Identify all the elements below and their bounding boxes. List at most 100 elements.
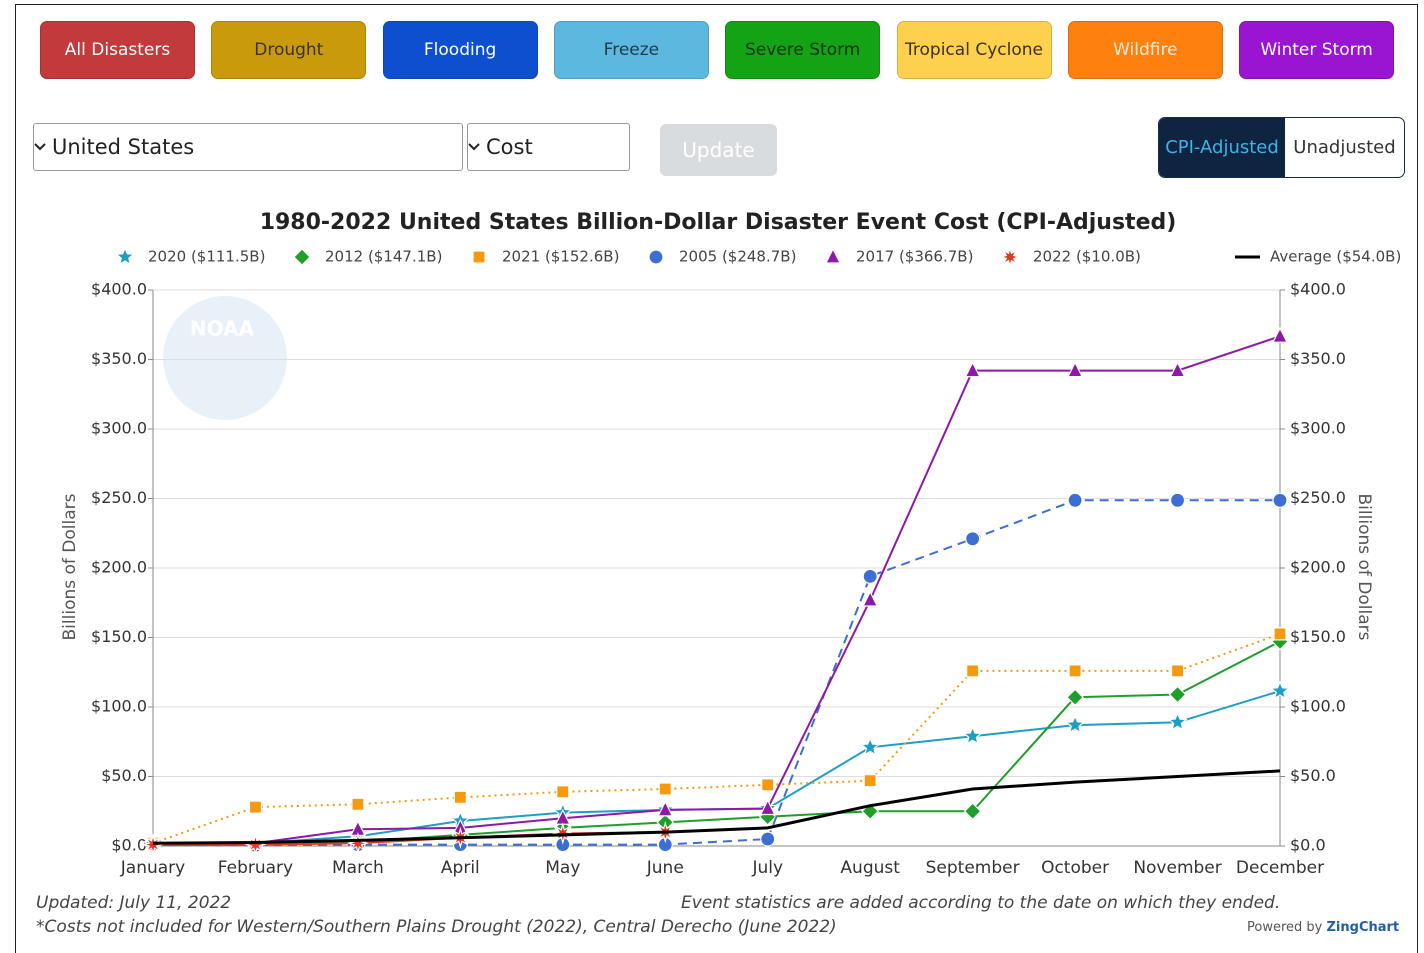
y-tick-label: $350.0: [91, 349, 147, 368]
marker-triangle: [862, 590, 879, 607]
series-line: [153, 499, 1280, 847]
marker-square: [1170, 664, 1185, 678]
y2-tick-label: $100.0: [1290, 697, 1346, 716]
marker-triangle: [1067, 361, 1084, 378]
logo: [163, 296, 287, 420]
series-line: [152, 632, 1281, 845]
x-tick-label: April: [441, 858, 480, 878]
legend-label: 2020 ($111.5B): [148, 248, 265, 266]
legend-label: 2012 ($147.1B): [325, 248, 442, 266]
marker-diamond: [963, 802, 982, 821]
x-tick-label: July: [751, 858, 783, 878]
cost-note: *Costs not included for Western/Southern…: [36, 917, 837, 937]
y-tick-label: $50.0: [101, 766, 147, 785]
marker-square: [658, 782, 672, 796]
location-select[interactable]: United States: [33, 123, 463, 171]
series-line: [152, 769, 1281, 845]
x-tick-label: March: [332, 858, 384, 878]
y2-tick-label: $0.0: [1290, 836, 1326, 855]
marker-circle: [1067, 492, 1083, 508]
x-tick-label: May: [545, 858, 580, 878]
y2-tick-label: $200.0: [1290, 558, 1346, 577]
filter-button[interactable]: All Disasters: [40, 21, 195, 79]
toggle-option[interactable]: CPI-Adjusted: [1159, 118, 1285, 177]
filter-button[interactable]: Tropical Cyclone: [896, 21, 1052, 79]
marker-circle: [648, 249, 664, 265]
y2-tick-label: $400.0: [1290, 280, 1346, 299]
x-tick-label: June: [646, 858, 684, 878]
adjust-toggle: CPI-Adjusted Unadjusted: [1158, 117, 1405, 178]
legend-label: 2017 ($366.7B): [856, 248, 973, 266]
filter-button[interactable]: Severe Storm: [725, 21, 881, 79]
chevron: [468, 143, 480, 151]
update-button[interactable]: Update: [660, 124, 777, 176]
marker-star: [1269, 680, 1291, 700]
marker-square: [1068, 664, 1082, 678]
legend-label: Average ($54.0B): [1270, 248, 1401, 266]
y-tick-label: $300.0: [91, 419, 147, 438]
marker-star: [860, 736, 881, 756]
brand: ZingChart: [1326, 920, 1400, 935]
y-axis-label: Billions of Dollars: [60, 493, 80, 640]
x-tick-label: September: [926, 858, 1020, 878]
marker-square: [556, 785, 570, 799]
x-tick-label: October: [1041, 858, 1109, 878]
marker-star: [1167, 711, 1188, 731]
statistics-note: Event statistics are added according to …: [681, 893, 1281, 913]
marker-triangle: [964, 361, 981, 378]
y2-tick-label: $50.0: [1290, 766, 1336, 785]
filter-button[interactable]: Wildfire: [1067, 21, 1223, 79]
chevron: [34, 143, 46, 151]
y2-tick-label: $350.0: [1290, 349, 1346, 368]
filter-button[interactable]: Freeze: [553, 21, 709, 79]
marker-circle: [760, 831, 776, 847]
x-tick-label: February: [218, 858, 293, 878]
series-line: [152, 640, 1281, 847]
legend-label: 2005 ($248.7B): [679, 248, 796, 266]
filter-button[interactable]: Winter Storm: [1239, 21, 1395, 79]
y2-axis-label: Billions of Dollars: [1354, 494, 1374, 641]
marker-circle: [1169, 492, 1186, 508]
y-tick-label: $0.0: [111, 836, 147, 855]
marker-triangle: [657, 800, 674, 817]
y2-tick-label: $250.0: [1290, 488, 1346, 507]
marker-square: [472, 250, 486, 264]
y-tick-label: $100.0: [91, 697, 147, 716]
filter-button[interactable]: Drought: [211, 21, 367, 79]
series-line: [152, 690, 1281, 846]
marker-circle: [862, 568, 878, 584]
marker-star: [1064, 714, 1086, 734]
chart-title: 1980-2022 United States Billion-Dollar D…: [260, 210, 1177, 235]
y-tick-label: $400.0: [91, 280, 147, 299]
x-tick-label: January: [120, 858, 185, 878]
frame: [15, 4, 1418, 953]
marker-triangle: [1169, 361, 1186, 378]
y2-tick-label: $300.0: [1290, 419, 1346, 438]
marker-star: [962, 725, 983, 745]
marker-burst: [141, 833, 165, 856]
logo-text: NOAA: [190, 317, 255, 341]
filter-button[interactable]: Flooding: [382, 21, 538, 79]
updated-note: Updated: July 11, 2022: [36, 893, 232, 913]
x-tick-label: November: [1133, 858, 1221, 878]
marker-diamond: [1168, 685, 1187, 704]
marker-diamond: [1066, 688, 1084, 707]
marker-diamond: [293, 248, 311, 266]
marker-circle: [1272, 492, 1288, 508]
y-tick-label: $250.0: [91, 488, 147, 507]
marker-square: [761, 778, 775, 792]
toggle-option[interactable]: Unadjusted: [1293, 137, 1396, 158]
powered-text: Powered by: [1247, 920, 1323, 935]
marker-burst: [998, 245, 1022, 269]
marker-square: [966, 664, 980, 678]
legend-label: 2021 ($152.6B): [502, 248, 619, 266]
metric-select[interactable]: Cost: [467, 123, 630, 171]
x-tick-label: August: [840, 858, 900, 878]
metric-value: Cost: [486, 135, 533, 159]
marker-square: [453, 790, 467, 804]
powered-by: Powered by ZingChart: [1247, 920, 1399, 935]
marker-circle: [965, 531, 981, 547]
marker-burst: [346, 831, 370, 855]
